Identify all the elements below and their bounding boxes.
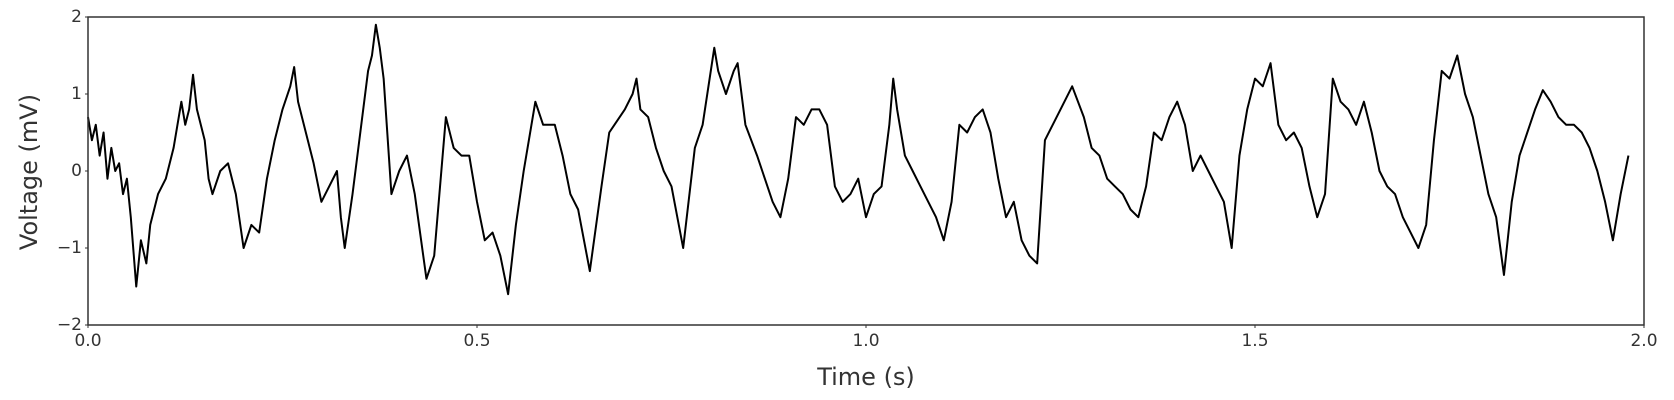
- y-tick-label: −1: [57, 238, 82, 258]
- x-axis-label: Time (s): [816, 363, 915, 391]
- y-axis-label: Voltage (mV): [15, 94, 43, 250]
- data-line: [87, 23, 1630, 296]
- y-tick-label: 0: [71, 161, 82, 181]
- y-tick-label: −2: [57, 315, 82, 335]
- x-tick-label: 1.5: [1241, 331, 1268, 351]
- x-tick-label: 2.0: [1630, 331, 1657, 351]
- y-tick-label: 1: [71, 84, 82, 104]
- y-tick-label: 2: [71, 7, 82, 27]
- x-tick-label: 0.5: [463, 331, 490, 351]
- plot-frame: [87, 16, 1645, 326]
- x-tick-label: 1.0: [852, 331, 879, 351]
- x-tick-label: 0.0: [74, 331, 101, 351]
